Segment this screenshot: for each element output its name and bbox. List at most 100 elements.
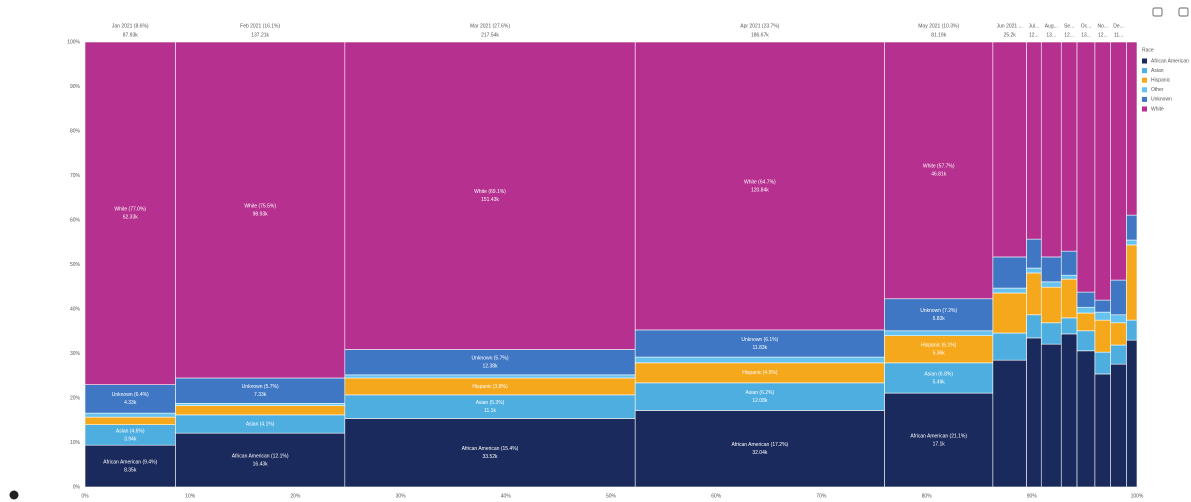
segment-count: 11.83k bbox=[753, 345, 768, 351]
y-tick-label: 60% bbox=[70, 217, 81, 223]
x-tick-label: 50% bbox=[606, 493, 617, 499]
column-total: 12... bbox=[1029, 32, 1039, 38]
legend-title: Race bbox=[1142, 47, 1154, 53]
segment bbox=[344, 418, 636, 488]
y-tick-label: 10% bbox=[70, 440, 81, 446]
segment-count: 12.08k bbox=[752, 398, 768, 404]
segment-count: 33.52k bbox=[483, 454, 499, 460]
segment-label: Asian (6.8%) bbox=[924, 371, 953, 377]
segment bbox=[1076, 350, 1096, 488]
legend-swatch bbox=[1142, 106, 1147, 112]
segment bbox=[1126, 244, 1138, 321]
segment-label: Unknown (5.7%) bbox=[242, 384, 279, 390]
segment-label: Unknown (5.7%) bbox=[472, 356, 509, 362]
segment bbox=[1110, 279, 1127, 316]
segment-count: 17.1k bbox=[933, 441, 946, 447]
column-label: Feb 2021 (16.1%) bbox=[240, 23, 280, 29]
column-label: Mar 2021 (27.6%) bbox=[470, 23, 510, 29]
segment bbox=[884, 335, 994, 364]
column-total: 217.54k bbox=[481, 32, 499, 38]
x-tick-label: 30% bbox=[396, 493, 407, 499]
segment bbox=[884, 330, 994, 336]
column-total: 87.93k bbox=[123, 32, 139, 38]
segment bbox=[1094, 41, 1112, 301]
column-total: 81.19k bbox=[931, 32, 947, 38]
segment bbox=[1110, 41, 1127, 281]
segment-count: 16.43k bbox=[253, 461, 269, 467]
column-total: 13... bbox=[1046, 32, 1056, 38]
segment bbox=[175, 405, 346, 416]
y-tick-label: 100% bbox=[67, 39, 80, 45]
segment-label: White (57.7%) bbox=[923, 164, 955, 170]
segment bbox=[1040, 322, 1062, 345]
segment bbox=[1110, 363, 1127, 488]
segment-count: 62.33k bbox=[123, 215, 139, 221]
y-tick-label: 0% bbox=[73, 484, 81, 490]
column-total: 137.21k bbox=[251, 32, 269, 38]
segment bbox=[1060, 278, 1078, 319]
segment bbox=[1026, 337, 1042, 488]
legend-label: Unknown bbox=[1151, 97, 1172, 103]
column-label: Oc... bbox=[1081, 23, 1092, 29]
legend-label: Asian bbox=[1151, 68, 1164, 74]
segment bbox=[992, 41, 1027, 258]
segment-label: Hispanic (4.5%) bbox=[742, 370, 778, 376]
segment-label: Asian (4.1%) bbox=[246, 421, 275, 427]
x-tick-label: 80% bbox=[922, 493, 933, 499]
segment-label: White (75.5%) bbox=[244, 203, 276, 209]
segment-label: White (77.0%) bbox=[114, 207, 146, 213]
segment bbox=[992, 359, 1027, 488]
segment-count: 3.94k bbox=[124, 436, 137, 442]
segment bbox=[1040, 281, 1062, 288]
menu-icon[interactable] bbox=[1178, 7, 1189, 17]
segment-label: African American (17.2%) bbox=[732, 442, 789, 448]
segment bbox=[1026, 272, 1042, 316]
segment-count: 5.36k bbox=[933, 351, 946, 357]
legend-label: Other bbox=[1151, 87, 1164, 93]
segment bbox=[1040, 286, 1062, 324]
column-total: 25.2k bbox=[1004, 32, 1017, 38]
segment-label: Asian (6.2%) bbox=[746, 390, 775, 396]
segment bbox=[884, 298, 994, 332]
segment bbox=[1060, 274, 1078, 280]
segment bbox=[84, 384, 176, 414]
segment-count: 120.84k bbox=[751, 187, 769, 193]
legend-swatch bbox=[1142, 58, 1147, 64]
segment bbox=[992, 287, 1027, 294]
segment-count: 8.35k bbox=[124, 467, 137, 473]
segment bbox=[1060, 317, 1078, 335]
segment-count: 7.33k bbox=[254, 392, 267, 398]
segment bbox=[1094, 351, 1112, 375]
segment bbox=[1060, 41, 1078, 252]
segment bbox=[1026, 314, 1042, 339]
x-tick-label: 10% bbox=[185, 493, 196, 499]
segment bbox=[1094, 299, 1112, 313]
status-dot bbox=[9, 490, 19, 500]
y-tick-label: 50% bbox=[70, 262, 81, 268]
segment bbox=[1110, 314, 1127, 324]
segment bbox=[1126, 41, 1138, 216]
segment bbox=[344, 394, 636, 419]
segment bbox=[1094, 373, 1112, 488]
segment bbox=[1026, 41, 1042, 240]
segment-count: 151.43k bbox=[481, 197, 499, 203]
legend-swatch bbox=[1142, 77, 1147, 83]
segment-count: 5.49k bbox=[933, 379, 946, 385]
legend-swatch bbox=[1142, 87, 1147, 93]
y-tick-label: 30% bbox=[70, 351, 81, 357]
segment-count: 5.83k bbox=[933, 316, 946, 322]
legend-label: White bbox=[1151, 106, 1164, 112]
legend-label: African American bbox=[1151, 58, 1189, 64]
segment bbox=[1110, 344, 1127, 365]
camera-icon[interactable] bbox=[1152, 7, 1163, 17]
segment bbox=[1094, 319, 1112, 353]
legend-label: Hispanic bbox=[1151, 78, 1171, 84]
column-label: De... bbox=[1113, 23, 1124, 29]
segment-count: 12.38k bbox=[483, 364, 499, 370]
column-label: Jul... bbox=[1029, 23, 1040, 29]
column-label: Jun 2021 ... bbox=[997, 23, 1023, 29]
segment bbox=[344, 41, 636, 350]
y-tick-label: 90% bbox=[70, 84, 81, 90]
